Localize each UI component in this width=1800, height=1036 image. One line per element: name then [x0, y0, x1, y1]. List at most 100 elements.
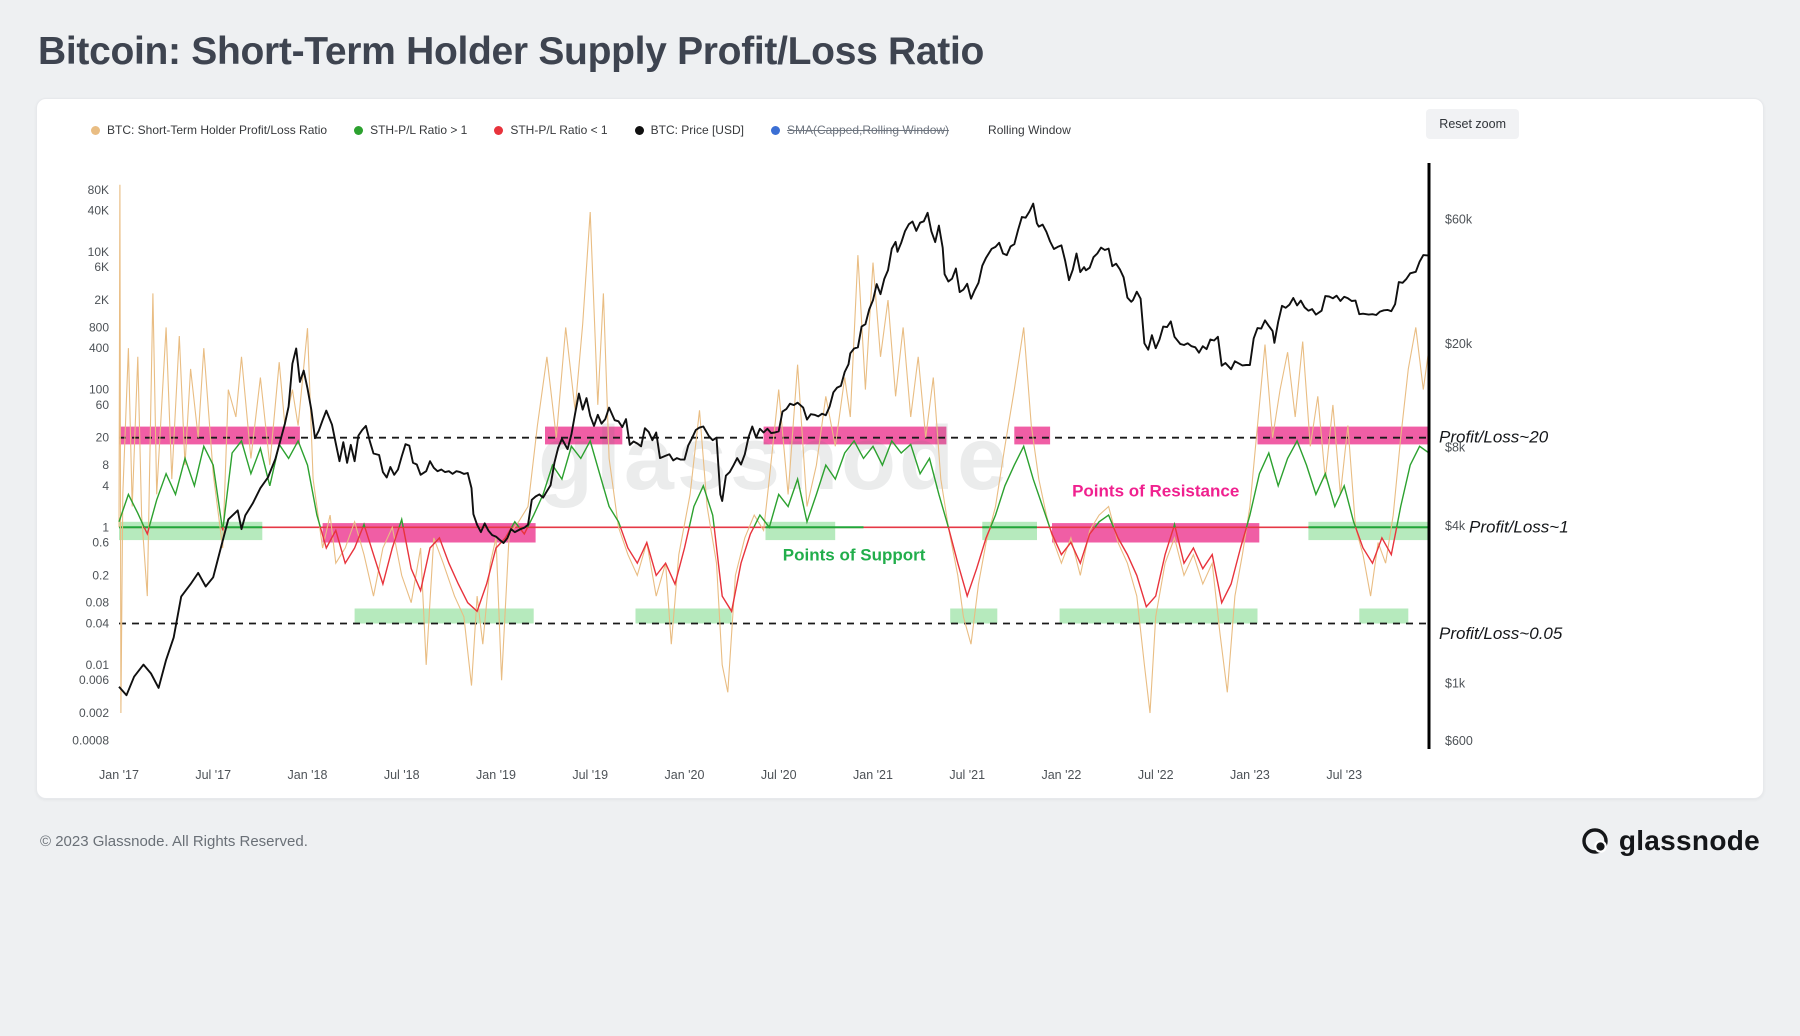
y-left-tick: 0.08	[86, 596, 110, 610]
series-ratio-below-1	[947, 527, 992, 599]
y-left-tick: 1	[102, 520, 109, 534]
reset-zoom-button[interactable]: Reset zoom	[1426, 109, 1519, 139]
chart-canvas[interactable]: glassnode80K40K10K6K2K80040010060208410.…	[37, 149, 1727, 794]
right-annotation: Profit/Loss~1	[1469, 517, 1569, 536]
series-ratio-above-1	[1245, 439, 1357, 528]
legend-dot-black-icon	[634, 125, 644, 135]
legend-dot-orange-icon	[91, 125, 100, 135]
y-right-tick: $20k	[1445, 337, 1473, 351]
legend-label: BTC: Price [USD]	[650, 123, 744, 137]
zone-resistance	[119, 426, 300, 445]
glassnode-wordmark: glassnode	[1618, 825, 1760, 856]
series-ratio-below-1	[1174, 527, 1248, 605]
y-left-tick: 0.2	[92, 568, 109, 582]
x-tick: Jan '20	[665, 768, 705, 782]
legend-item-sth-pl-ratio[interactable]: BTC: Short-Term Holder Profit/Loss Ratio	[91, 123, 327, 137]
x-tick: Jul '22	[1138, 768, 1174, 782]
x-tick: Jan '22	[1041, 768, 1081, 782]
zone-resistance	[545, 426, 623, 445]
y-left-tick: 0.01	[86, 658, 110, 672]
annotation: Points of Support	[783, 545, 926, 564]
x-tick: Jul '18	[384, 768, 420, 782]
y-left-tick: 0.006	[79, 673, 109, 687]
y-left-tick: 10K	[88, 245, 109, 259]
series-ratio-below-1	[1112, 527, 1175, 609]
series-ratio-above-1	[148, 444, 223, 528]
x-tick: Jul '19	[572, 768, 608, 782]
legend-item-rolling-window[interactable]: Rolling Window	[988, 123, 1071, 137]
legend-label: STH-P/L Ratio > 1	[370, 123, 468, 137]
x-tick: Jan '21	[853, 768, 893, 782]
y-left-tick: 0.0008	[72, 733, 109, 747]
zone-support	[1359, 608, 1409, 624]
series-ratio-above-1	[118, 492, 145, 528]
x-tick: Jul '20	[761, 768, 797, 782]
series-ratio-below-1	[221, 527, 224, 531]
glassnode-logo: glassnode	[1580, 825, 1760, 857]
chart-legend: BTC: Short-Term Holder Profit/Loss Ratio…	[91, 123, 1071, 137]
series-ratio-above-1	[688, 483, 715, 528]
zone-resistance	[1257, 426, 1429, 445]
series-ratio-below-1	[1049, 526, 1096, 566]
zone-resistance	[763, 426, 947, 445]
legend-item-ratio-lt-1[interactable]: STH-P/L Ratio < 1	[494, 123, 608, 137]
series-ratio-above-1	[398, 516, 404, 528]
x-tick: Jul '17	[195, 768, 231, 782]
series-btc-price	[118, 202, 1430, 697]
zone-support	[1308, 521, 1429, 541]
series-ratio-above-1	[1396, 445, 1430, 528]
right-annotation: Profit/Loss~20	[1439, 428, 1549, 447]
series-ratio-above-1	[753, 439, 950, 529]
legend-dot-green-icon	[354, 125, 364, 135]
y-left-tick: 40K	[88, 204, 109, 218]
legend-label: Rolling Window	[988, 123, 1071, 137]
legend-label: BTC: Short-Term Holder Profit/Loss Ratio	[107, 123, 328, 137]
series-ratio-below-1	[713, 526, 755, 614]
y-left-tick: 2K	[94, 293, 109, 307]
legend-item-btc-price[interactable]: BTC: Price [USD]	[634, 123, 744, 137]
annotation: Points of Resistance	[1072, 482, 1239, 501]
series-ratio-below-1	[1354, 527, 1398, 565]
zone-support	[765, 521, 836, 541]
y-left-tick: 0.04	[86, 617, 110, 631]
page-footer: © 2023 Glassnode. All Rights Reserved. g…	[40, 825, 1760, 857]
y-left-tick: 100	[89, 383, 109, 397]
y-left-tick: 0.002	[79, 706, 109, 720]
y-right-tick: $600	[1445, 734, 1473, 748]
legend-label: STH-P/L Ratio < 1	[510, 123, 608, 137]
series-ratio-below-1	[619, 527, 690, 587]
series-ratio-above-1	[989, 444, 1051, 528]
series-ratio-above-1	[1094, 514, 1115, 528]
y-left-tick: 60	[96, 398, 110, 412]
chart-card: BTC: Short-Term Holder Profit/Loss Ratio…	[36, 98, 1764, 799]
series-ratio-below-1	[364, 527, 400, 587]
x-tick: Jan '17	[99, 768, 139, 782]
legend-label: SMA(Capped,Rolling Window)	[786, 123, 950, 137]
glassnode-logo-icon	[1582, 828, 1608, 854]
legend-item-ratio-gt-1[interactable]: STH-P/L Ratio > 1	[354, 123, 467, 137]
series-ratio-above-1	[1173, 521, 1176, 528]
series-ratio-below-1	[319, 527, 364, 565]
legend-item-sma[interactable]: SMA(Capped,Rolling Window)	[770, 123, 950, 137]
y-right-tick: $8k	[1445, 441, 1466, 455]
x-tick: Jan '18	[288, 768, 328, 782]
y-right-tick: $4k	[1445, 519, 1466, 533]
zone-support	[635, 608, 732, 624]
legend-dot-red-icon	[494, 125, 504, 135]
series-ratio-below-1	[402, 526, 513, 613]
legend-dot-blue-icon	[770, 125, 780, 135]
page-title: Bitcoin: Short-Term Holder Supply Profit…	[38, 30, 985, 73]
copyright-text: © 2023 Glassnode. All Rights Reserved.	[40, 832, 308, 850]
y-left-tick: 6K	[94, 260, 109, 274]
series-ratio-above-1	[526, 439, 622, 528]
y-left-tick: 20	[96, 431, 110, 445]
x-tick: Jan '19	[476, 768, 516, 782]
y-left-tick: 80K	[88, 183, 109, 197]
x-tick: Jan '23	[1230, 768, 1270, 782]
y-left-tick: 4	[102, 479, 109, 493]
y-left-tick: 800	[89, 320, 109, 334]
y-right-tick: $60k	[1445, 212, 1473, 226]
y-left-tick: 0.6	[92, 536, 109, 550]
y-left-tick: 8	[102, 458, 109, 472]
